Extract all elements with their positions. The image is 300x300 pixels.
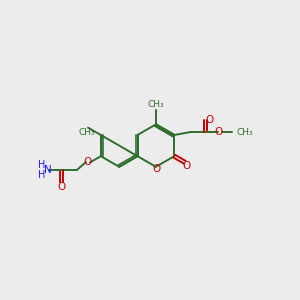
Text: O: O: [182, 161, 190, 171]
Text: O: O: [57, 182, 66, 192]
Text: CH₃: CH₃: [237, 128, 253, 136]
Text: CH₃: CH₃: [78, 128, 95, 137]
Text: CH₃: CH₃: [148, 100, 164, 109]
Text: O: O: [84, 157, 92, 167]
Text: H: H: [38, 170, 46, 180]
Text: N: N: [44, 165, 51, 175]
Text: H: H: [38, 160, 46, 170]
Text: O: O: [152, 164, 160, 174]
Text: O: O: [206, 115, 214, 125]
Text: O: O: [214, 127, 223, 137]
